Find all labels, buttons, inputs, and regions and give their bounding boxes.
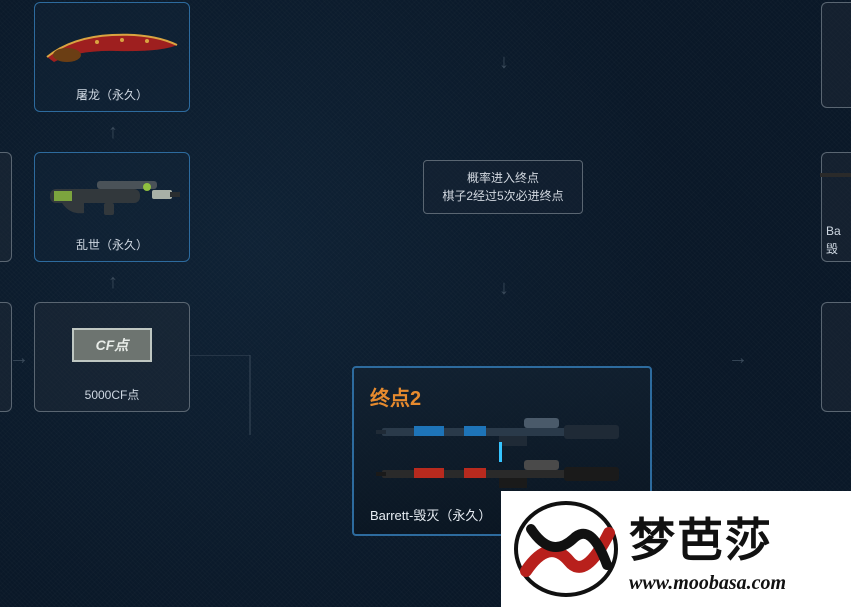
partial-card-left [0, 302, 12, 412]
partial-card-right [821, 302, 851, 412]
arrow-right-icon [728, 348, 748, 368]
partial-card-left [0, 152, 12, 262]
card-label: 屠龙（永久） [76, 86, 148, 103]
connector-line [190, 355, 352, 455]
terminal-item-label: Barrett-毁灭（永久） [370, 505, 491, 524]
partial-card-right: Ba 毁 [821, 152, 851, 262]
arrow-down-icon [494, 52, 514, 72]
card-dragon[interactable]: 屠龙（永久） [34, 2, 190, 112]
watermark-logo-icon [511, 499, 621, 599]
barrett-guns-icon [374, 408, 630, 499]
partial-card-right [821, 2, 851, 108]
watermark-url: www.moobasa.com [629, 572, 841, 595]
arrow-right-icon [9, 348, 29, 368]
callout-line: 棋子2经过5次必进终点 [436, 187, 570, 205]
probability-callout: 概率进入终点 棋子2经过5次必进终点 [423, 160, 583, 214]
cfpoint-icon: CF点 [35, 303, 189, 386]
dragon-knife-icon [35, 3, 189, 86]
watermark: 梦芭莎 www.moobasa.com [501, 491, 851, 607]
partial-label: 毁 [826, 240, 838, 257]
arrow-down-icon [494, 278, 514, 298]
arrow-up-icon [103, 122, 123, 142]
p90-gun-icon [35, 153, 189, 236]
partial-label: Ba [826, 224, 841, 238]
card-p90[interactable]: 乱世（永久） [34, 152, 190, 262]
watermark-cn: 梦芭莎 [629, 504, 841, 570]
callout-line: 概率进入终点 [436, 169, 570, 187]
card-cfpoint[interactable]: CF点 5000CF点 [34, 302, 190, 412]
arrow-up-icon [103, 272, 123, 292]
cf-badge: CF点 [72, 328, 152, 362]
terminal-title: 终点2 [370, 382, 421, 411]
card-label: 5000CF点 [85, 386, 140, 403]
card-label: 乱世（永久） [76, 236, 148, 253]
